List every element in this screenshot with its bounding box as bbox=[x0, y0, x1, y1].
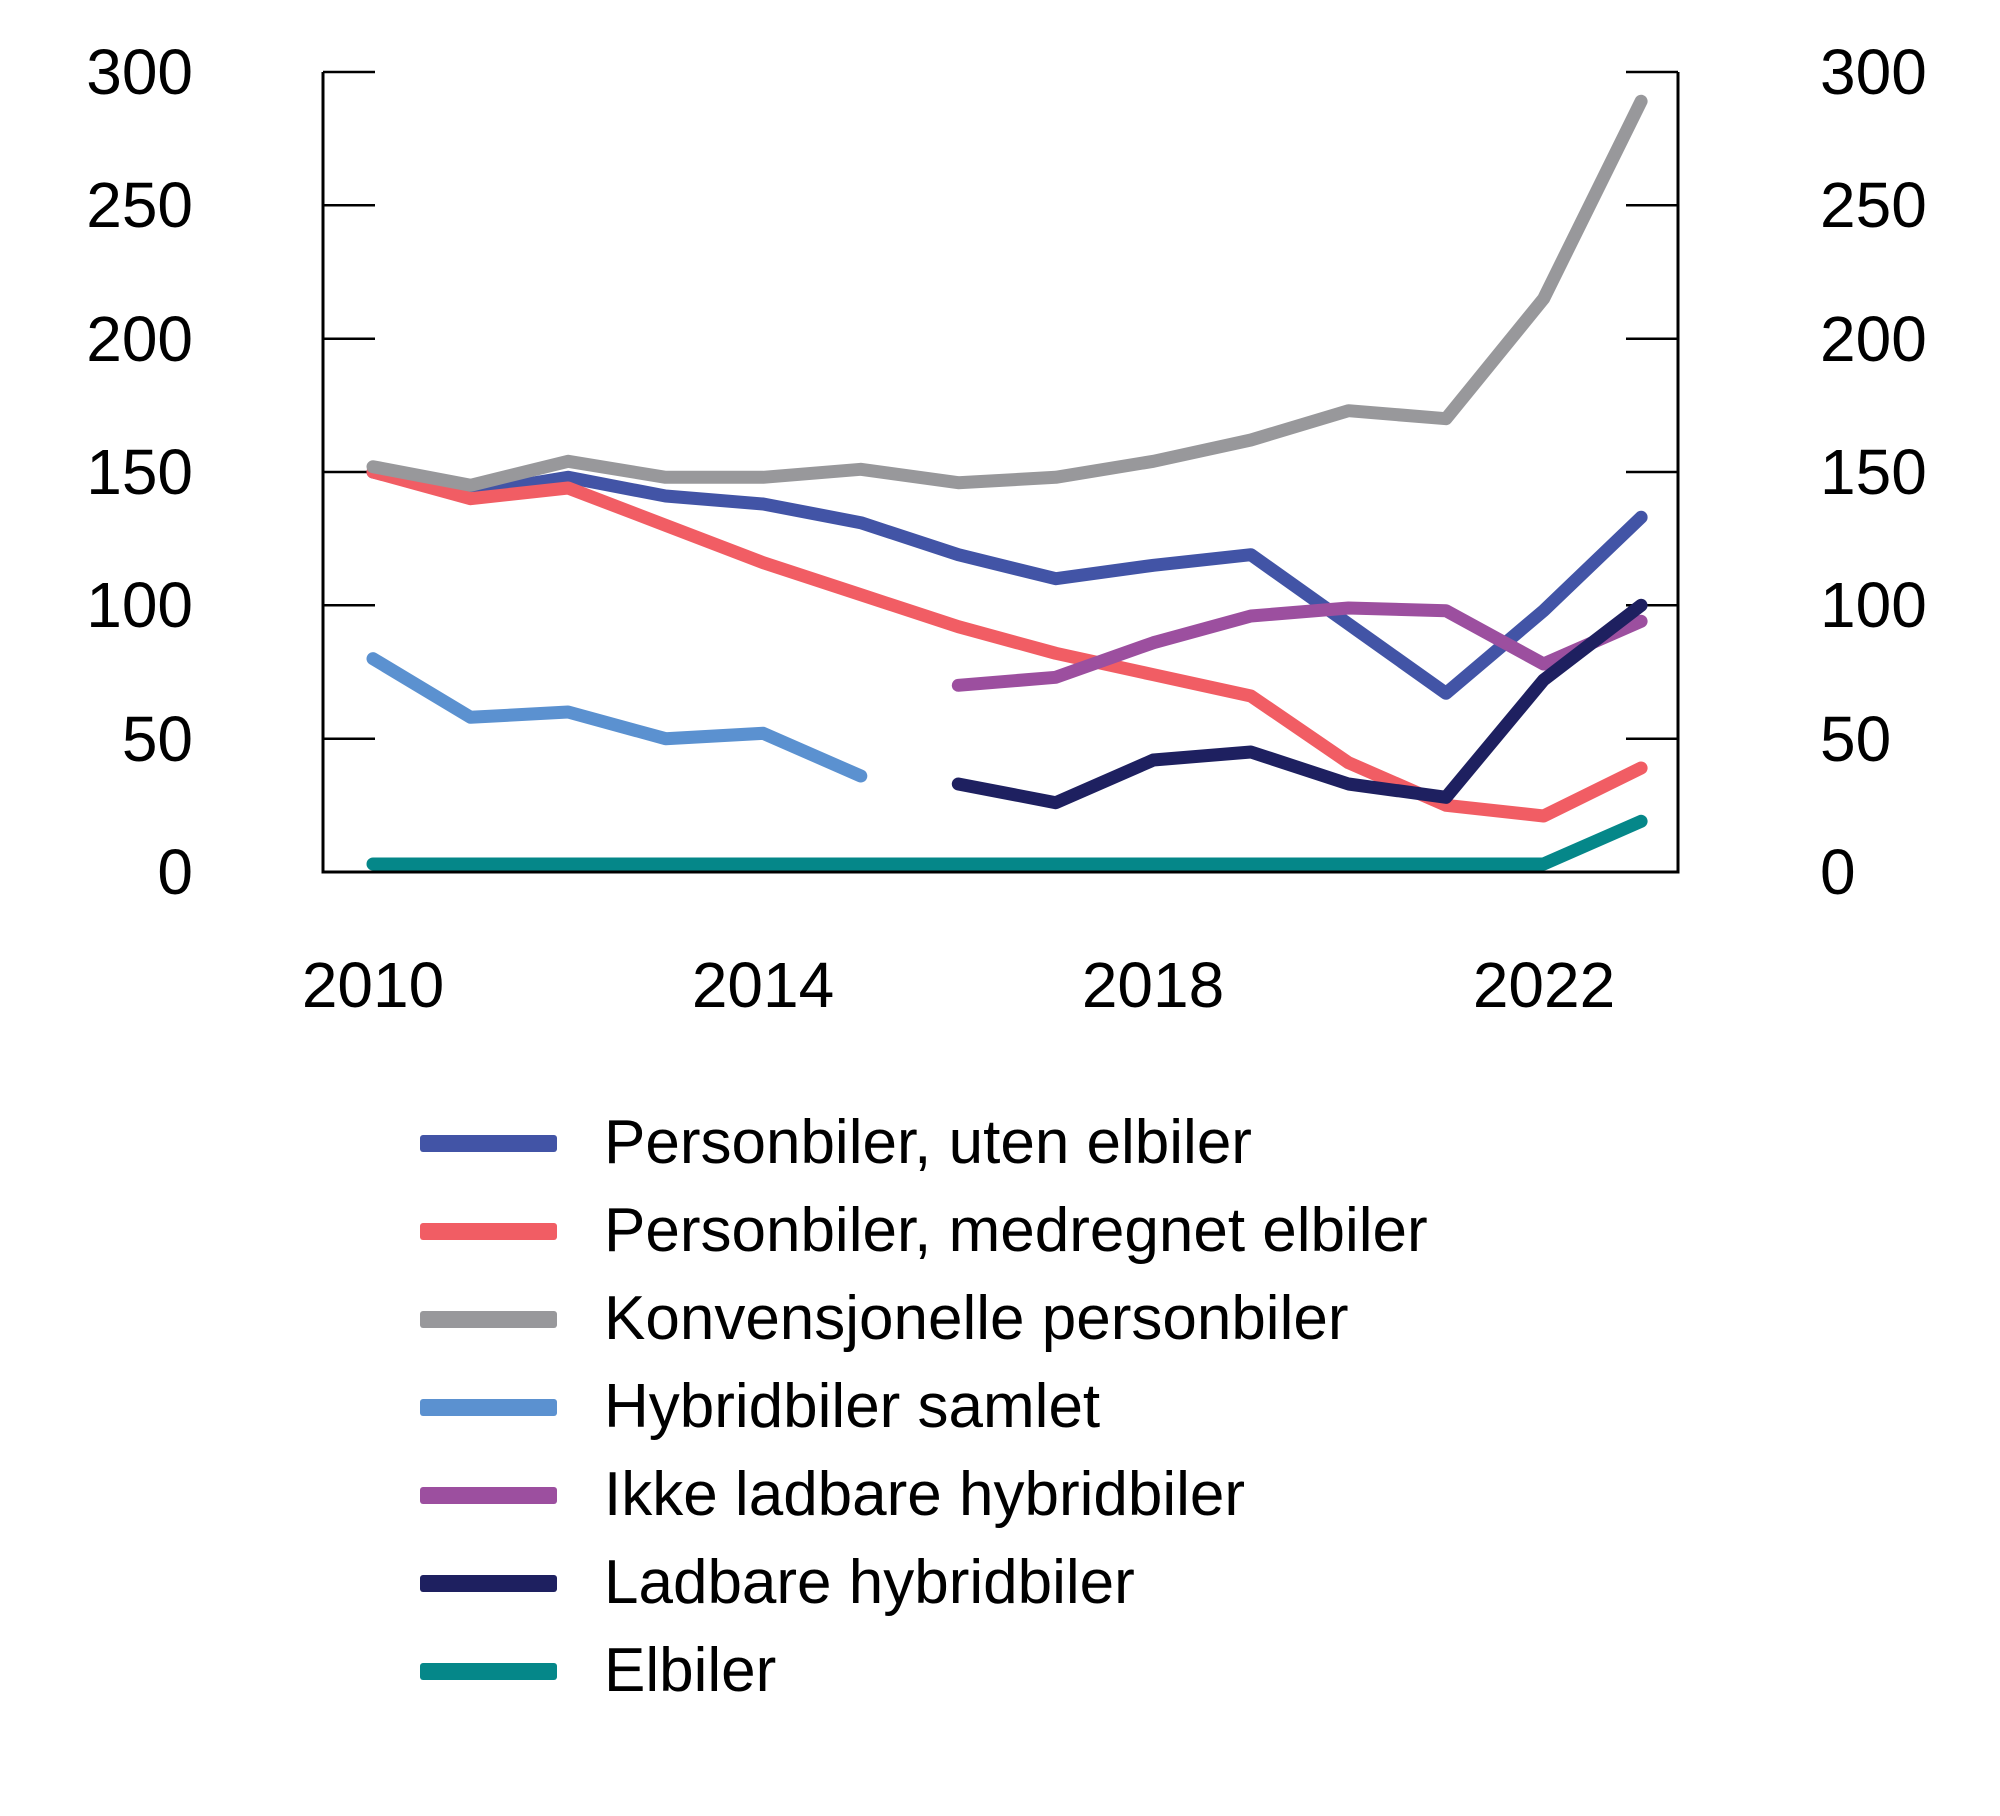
x-tick-label: 2010 bbox=[301, 949, 445, 1021]
legend: Personbiler, uten elbiler Personbiler, m… bbox=[420, 1099, 1428, 1715]
legend-item: Personbiler, uten elbiler bbox=[420, 1099, 1428, 1187]
y-tick-label: 50 bbox=[1820, 703, 1892, 775]
legend-item: Elbiler bbox=[420, 1627, 1428, 1715]
chart-svg bbox=[321, 70, 1680, 874]
legend-swatch bbox=[420, 1310, 557, 1328]
legend-swatch bbox=[420, 1134, 557, 1152]
series-line-4 bbox=[951, 601, 1648, 692]
series-line-6 bbox=[366, 814, 1648, 871]
series-layer bbox=[366, 94, 1648, 871]
legend-label: Ikke ladbare hybridbiler bbox=[604, 1460, 1246, 1529]
x-tick-label: 2014 bbox=[691, 949, 835, 1021]
legend-item: Konvensjonelle personbiler bbox=[420, 1275, 1428, 1363]
legend-label: Personbiler, uten elbiler bbox=[604, 1108, 1252, 1177]
legend-item: Hybridbiler samlet bbox=[420, 1363, 1428, 1451]
y-tick-label: 50 bbox=[121, 703, 193, 775]
series-line-5 bbox=[951, 598, 1648, 810]
y-tick-label: 0 bbox=[157, 836, 193, 908]
legend-item: Ikke ladbare hybridbiler bbox=[420, 1451, 1428, 1539]
x-tick-label: 2022 bbox=[1472, 949, 1616, 1021]
series-line-0 bbox=[366, 465, 1648, 700]
legend-swatch bbox=[420, 1662, 557, 1680]
legend-swatch bbox=[420, 1222, 557, 1240]
y-tick-label: 250 bbox=[86, 169, 193, 241]
y-tick-label: 300 bbox=[1820, 36, 1927, 108]
series-line-2 bbox=[366, 94, 1648, 492]
legend-label: Hybridbiler samlet bbox=[604, 1372, 1101, 1441]
y-tick-label: 200 bbox=[1820, 303, 1927, 375]
y-tick-label: 100 bbox=[86, 569, 193, 641]
legend-label: Elbiler bbox=[604, 1636, 777, 1705]
legend-swatch bbox=[420, 1574, 557, 1592]
y-tick-label: 200 bbox=[86, 303, 193, 375]
y-tick-label: 250 bbox=[1820, 169, 1927, 241]
legend-swatch bbox=[420, 1486, 557, 1504]
legend-label: Personbiler, medregnet elbiler bbox=[604, 1196, 1428, 1265]
y-tick-label: 150 bbox=[1820, 436, 1927, 508]
legend-label: Ladbare hybridbiler bbox=[604, 1548, 1135, 1617]
y-tick-label: 0 bbox=[1820, 836, 1856, 908]
legend-label: Konvensjonelle personbiler bbox=[604, 1284, 1349, 1353]
x-tick-label: 2018 bbox=[1081, 949, 1225, 1021]
series-line-3 bbox=[366, 652, 868, 783]
legend-swatch bbox=[420, 1398, 557, 1416]
legend-item: Personbiler, medregnet elbiler bbox=[420, 1187, 1428, 1275]
y-tick-label: 150 bbox=[86, 436, 193, 508]
y-tick-label: 300 bbox=[86, 36, 193, 108]
series-line-1 bbox=[366, 465, 1648, 823]
y-tick-label: 100 bbox=[1820, 569, 1927, 641]
legend-item: Ladbare hybridbiler bbox=[420, 1539, 1428, 1627]
